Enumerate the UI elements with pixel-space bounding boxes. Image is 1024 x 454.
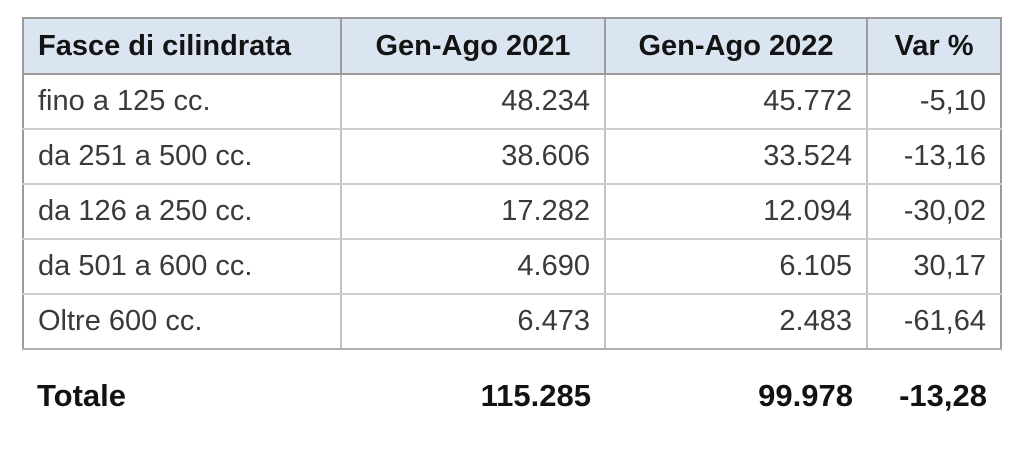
cell-2022: 33.524: [604, 129, 868, 185]
header-cell-gen-ago-2021: Gen-Ago 2021: [340, 17, 606, 75]
table-row: fino a 125 cc. 48.234 45.772 -5,10: [22, 74, 1002, 130]
table-body: fino a 125 cc. 48.234 45.772 -5,10 da 25…: [22, 74, 1002, 350]
cell-2022: 6.105: [604, 239, 868, 295]
cilindrata-table: Fasce di cilindrata Gen-Ago 2021 Gen-Ago…: [22, 17, 1002, 415]
header-cell-fasce: Fasce di cilindrata: [22, 17, 342, 75]
cell-2021: 17.282: [340, 184, 606, 240]
cell-2022: 45.772: [604, 74, 868, 130]
cell-fascia: Oltre 600 cc.: [22, 294, 342, 350]
cell-fascia: da 126 a 250 cc.: [22, 184, 342, 240]
header-row: Fasce di cilindrata Gen-Ago 2021 Gen-Ago…: [22, 17, 1002, 75]
totals-2022: 99.978: [758, 378, 853, 413]
totals-label: Totale: [37, 378, 126, 413]
page: Fasce di cilindrata Gen-Ago 2021 Gen-Ago…: [0, 17, 1024, 454]
cell-fascia: da 251 a 500 cc.: [22, 129, 342, 185]
cell-var-pct: -30,02: [866, 184, 1002, 240]
table-footer: Totale 115.285 99.978 -13,28: [23, 349, 1001, 415]
cell-2021: 38.606: [340, 129, 606, 185]
header-cell-gen-ago-2022: Gen-Ago 2022: [604, 17, 868, 75]
cell-2021: 4.690: [340, 239, 606, 295]
totals-row: Totale 115.285 99.978 -13,28: [23, 349, 1001, 415]
cell-var-pct: -5,10: [866, 74, 1002, 130]
table-row: da 251 a 500 cc. 38.606 33.524 -13,16: [22, 129, 1002, 185]
table-row: Oltre 600 cc. 6.473 2.483 -61,64: [22, 294, 1002, 350]
cell-var-pct: -61,64: [866, 294, 1002, 350]
table-row: da 501 a 600 cc. 4.690 6.105 30,17: [22, 239, 1002, 295]
header-cell-var-pct: Var %: [866, 17, 1002, 75]
cell-fascia: fino a 125 cc.: [22, 74, 342, 130]
table-header: Fasce di cilindrata Gen-Ago 2021 Gen-Ago…: [22, 17, 1002, 75]
cell-fascia: da 501 a 600 cc.: [22, 239, 342, 295]
cell-2022: 2.483: [604, 294, 868, 350]
totals-var-pct: -13,28: [899, 378, 987, 413]
cell-var-pct: -13,16: [866, 129, 1002, 185]
table-row: da 126 a 250 cc. 17.282 12.094 -30,02: [22, 184, 1002, 240]
totals-2021: 115.285: [480, 378, 591, 413]
cell-2022: 12.094: [604, 184, 868, 240]
cell-var-pct: 30,17: [866, 239, 1002, 295]
cell-2021: 6.473: [340, 294, 606, 350]
cell-2021: 48.234: [340, 74, 606, 130]
